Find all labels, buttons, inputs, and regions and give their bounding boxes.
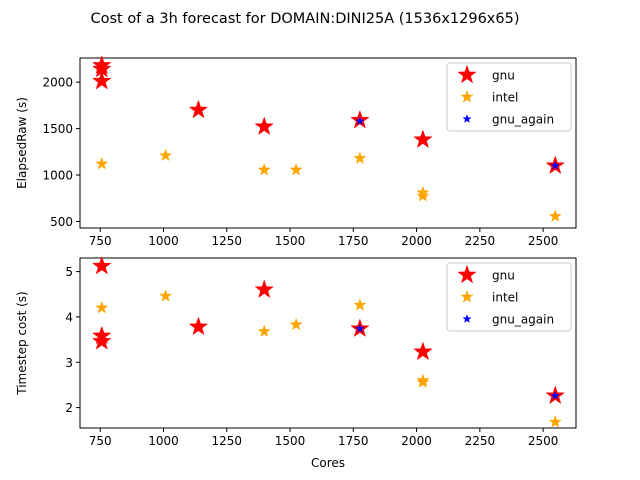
y-axis-label: ElapsedRaw (s) (15, 97, 29, 189)
legend-label-gnu-again: gnu_again (492, 113, 554, 127)
x-tick-label: 2250 (465, 234, 496, 248)
x-tick-label: 2000 (401, 234, 432, 248)
data-point-intel (289, 162, 303, 176)
x-axis-label: Cores (311, 456, 345, 470)
data-point-intel (548, 415, 562, 428)
data-point-gnu (92, 70, 112, 90)
legend-label-intel: intel (492, 291, 518, 305)
x-tick-label: 2000 (401, 434, 432, 448)
x-tick-label: 2500 (528, 434, 559, 448)
y-tick-label: 4 (65, 310, 73, 324)
y-tick-label: 1500 (42, 122, 73, 136)
x-tick-label: 2500 (528, 234, 559, 248)
legend-label-intel: intel (492, 91, 518, 105)
data-point-gnu (188, 99, 209, 119)
data-point-gnu (92, 255, 112, 275)
data-point-intel (353, 298, 367, 311)
data-point-intel (257, 324, 271, 338)
data-point-intel (548, 209, 562, 223)
y-tick-label: 3 (65, 356, 73, 370)
legend-marker-gnu (457, 64, 477, 84)
x-tick-label: 1250 (212, 234, 243, 248)
data-point-intel (95, 300, 109, 314)
data-point-gnu-again (355, 116, 365, 126)
legend-marker-intel (460, 90, 474, 103)
y-tick-label: 5 (65, 265, 73, 279)
data-point-intel (158, 148, 173, 162)
data-point-intel (289, 317, 303, 331)
data-point-gnu (254, 279, 274, 299)
data-point-gnu (254, 116, 274, 136)
y-tick-label: 2000 (42, 76, 73, 90)
plot-frame (79, 257, 577, 429)
figure-title: Cost of a 3h forecast for DOMAIN:DINI25A… (90, 11, 519, 27)
legend-label-gnu: gnu (492, 269, 515, 283)
data-point-intel (158, 289, 173, 302)
data-point-gnu-again (550, 160, 560, 170)
data-point-gnu-again (550, 390, 560, 400)
axes-bottom: 750 1000 1250 1500 1750 2000 2250 2500 2 3 4 5 Times… (15, 255, 577, 470)
data-point-gnu (413, 341, 433, 361)
legend-label-gnu-again: gnu_again (492, 313, 554, 327)
data-point-intel (416, 375, 430, 388)
x-tick-label: 1000 (148, 234, 179, 248)
x-tick-label: 1000 (148, 434, 179, 448)
legend-marker-gnu-again (462, 114, 472, 124)
x-tick-label: 1500 (275, 434, 306, 448)
data-point-intel (95, 156, 109, 170)
y-tick-label: 1000 (42, 169, 73, 183)
plot-frame (79, 57, 577, 229)
x-tick-label: 1250 (212, 434, 243, 448)
legend-box (446, 262, 572, 332)
x-tick-label: 1750 (338, 234, 369, 248)
x-tick-label: 750 (89, 234, 112, 248)
legend-marker-gnu-again (462, 314, 472, 324)
legend-marker-intel (460, 290, 474, 303)
legend-box (446, 62, 572, 132)
x-tick-label: 2250 (465, 434, 496, 448)
legend-label-gnu: gnu (492, 69, 515, 83)
y-axis-label: Timestep cost (s) (15, 291, 29, 395)
data-point-gnu (413, 129, 433, 149)
data-point-intel (416, 188, 430, 202)
y-tick-label: 2 (65, 401, 73, 415)
x-tick-label: 1750 (338, 434, 369, 448)
legend-marker-gnu (457, 264, 477, 284)
x-tick-label: 1500 (275, 234, 306, 248)
legend: gnu intel gnu_again (446, 262, 572, 332)
y-tick-label: 500 (50, 215, 73, 229)
axes-top: 750 1000 1250 1500 1750 2000 2250 2500 500 1000 15… (15, 55, 577, 248)
x-tick-label: 750 (89, 434, 112, 448)
data-point-gnu (92, 331, 112, 350)
data-point-gnu-again (355, 323, 365, 333)
data-point-intel (353, 151, 367, 164)
data-point-gnu (188, 316, 209, 336)
data-point-intel (257, 162, 271, 176)
legend: gnu intel gnu_again (446, 62, 572, 132)
